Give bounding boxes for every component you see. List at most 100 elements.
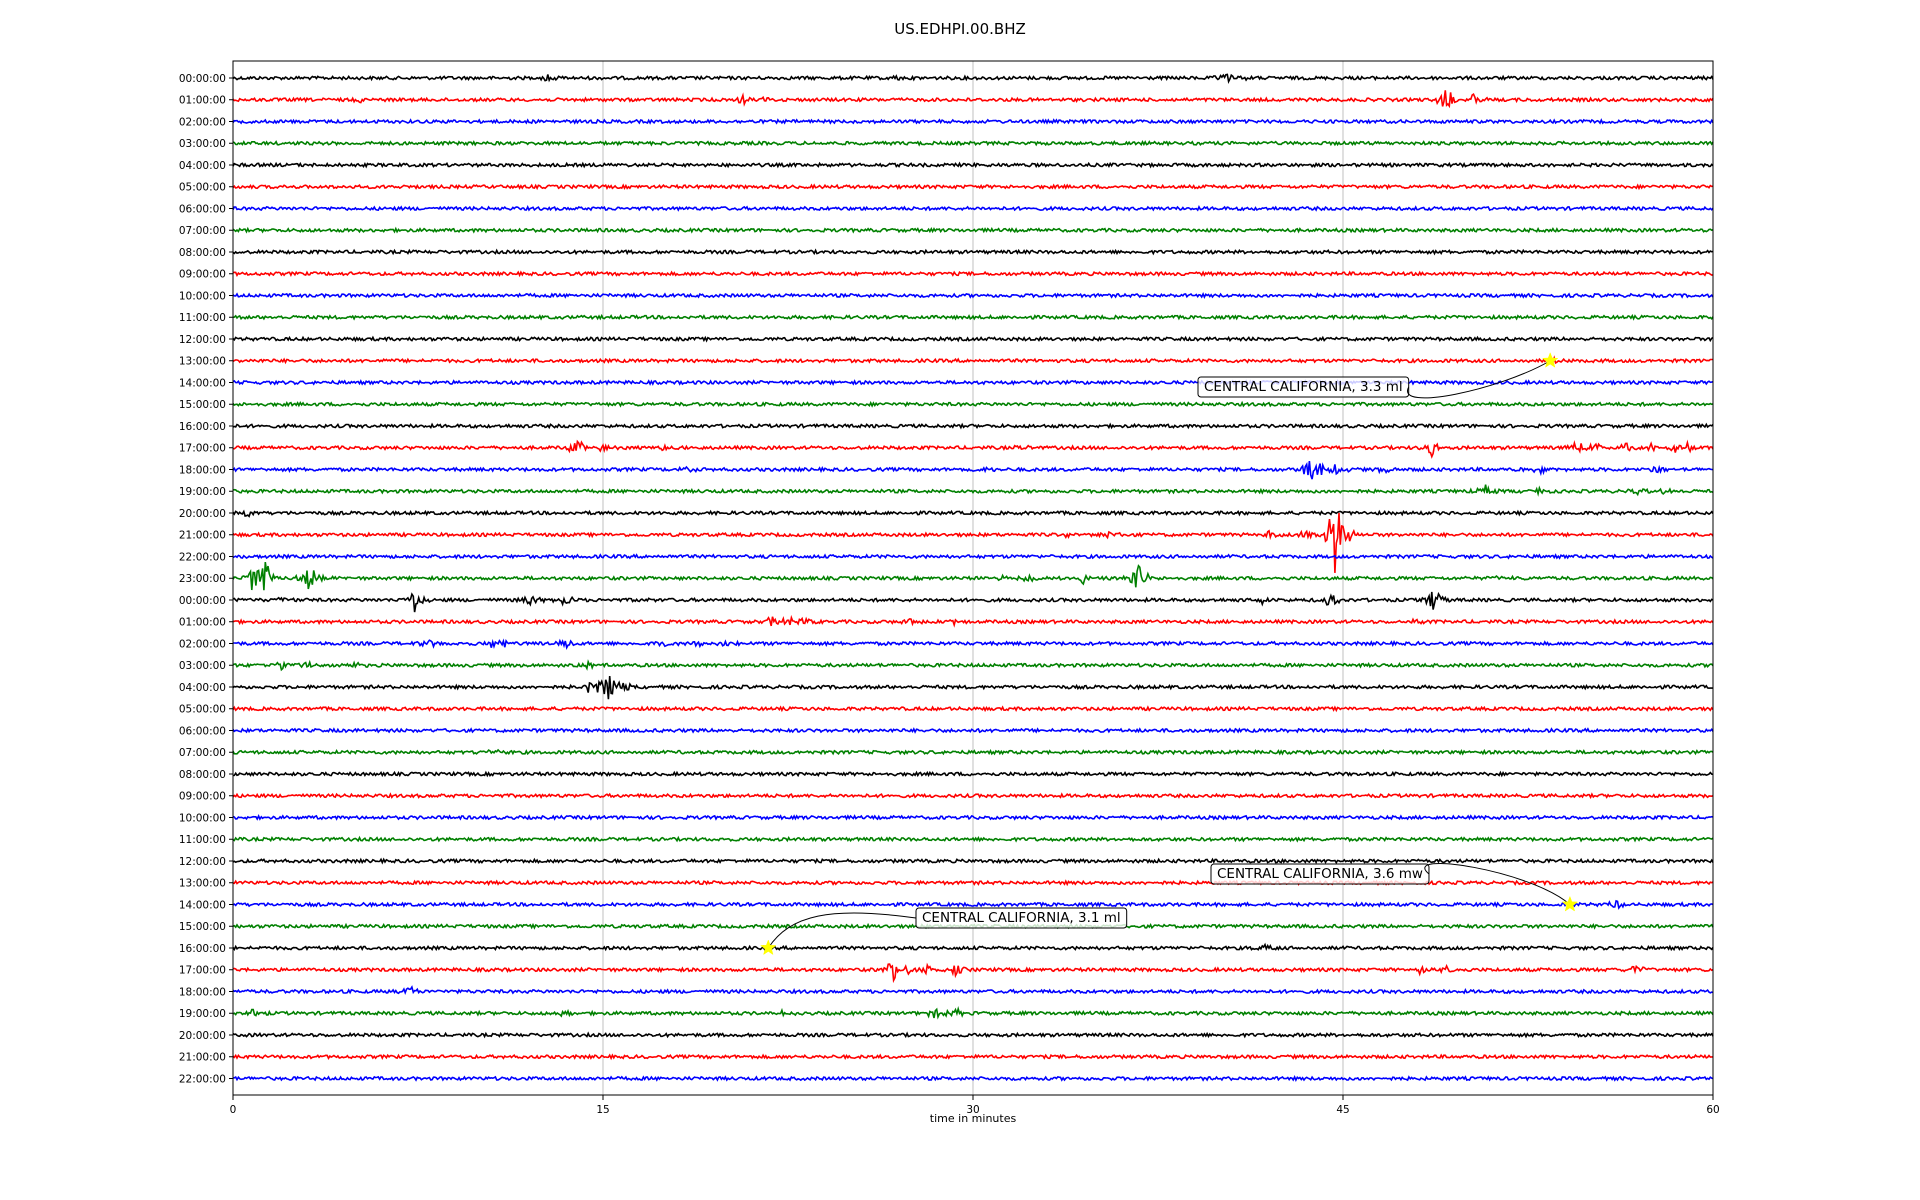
y-tick-label-43: 19:00:00 <box>179 1008 226 1020</box>
trace-row-24 <box>232 591 1714 613</box>
y-tick-label-6: 06:00:00 <box>179 203 226 215</box>
trace-row-6 <box>232 205 1714 212</box>
y-tick-label-29: 05:00:00 <box>179 704 226 716</box>
trace-row-18 <box>232 461 1714 480</box>
y-tick-label-34: 10:00:00 <box>179 812 226 824</box>
x-axis-label: time in minutes <box>929 1112 1017 1125</box>
trace-row-37 <box>232 879 1714 887</box>
y-tick-label-15: 15:00:00 <box>179 399 226 411</box>
trace-row-25 <box>232 614 1714 628</box>
y-tick-label-33: 09:00:00 <box>179 791 226 803</box>
trace-row-20 <box>232 509 1714 518</box>
trace-row-35 <box>232 835 1714 843</box>
event-annotation-label-0: CENTRAL CALIFORNIA, 3.3 ml <box>1204 379 1403 395</box>
y-tick-label-5: 05:00:00 <box>179 182 226 194</box>
y-tick-label-45: 21:00:00 <box>179 1052 226 1064</box>
y-tick-label-7: 07:00:00 <box>179 225 226 237</box>
event-annotation-label-1: CENTRAL CALIFORNIA, 3.6 mw <box>1217 866 1423 882</box>
y-tick-label-35: 11:00:00 <box>179 834 226 846</box>
y-tick-label-28: 04:00:00 <box>179 682 226 694</box>
trace-row-17 <box>232 439 1714 459</box>
event-annotation-label-2: CENTRAL CALIFORNIA, 3.1 ml <box>922 910 1121 926</box>
x-tick-label-0: 0 <box>230 1104 237 1116</box>
trace-row-33 <box>232 792 1714 800</box>
trace-row-46 <box>232 1075 1714 1083</box>
y-tick-label-27: 03:00:00 <box>179 660 226 672</box>
y-tick-label-3: 03:00:00 <box>179 138 226 150</box>
trace-row-7 <box>232 226 1714 234</box>
y-tick-label-37: 13:00:00 <box>179 878 226 890</box>
x-tick-label-3: 45 <box>1336 1104 1349 1116</box>
trace-row-27 <box>232 659 1714 672</box>
y-tick-label-41: 17:00:00 <box>179 965 226 977</box>
y-tick-label-4: 04:00:00 <box>179 160 226 172</box>
event-star-icon-2 <box>760 939 777 956</box>
chart-title: US.EDHPI.00.BHZ <box>894 20 1026 38</box>
trace-row-28 <box>232 676 1713 700</box>
y-tick-label-10: 10:00:00 <box>179 290 226 302</box>
y-tick-label-24: 00:00:00 <box>179 595 226 607</box>
y-tick-label-23: 23:00:00 <box>179 573 226 585</box>
trace-row-14 <box>232 379 1714 386</box>
trace-row-10 <box>232 292 1714 300</box>
y-tick-label-42: 18:00:00 <box>179 986 226 998</box>
trace-row-30 <box>232 727 1714 734</box>
trace-row-12 <box>232 335 1714 343</box>
y-tick-label-17: 17:00:00 <box>179 443 226 455</box>
trace-row-29 <box>232 705 1714 713</box>
y-tick-label-46: 22:00:00 <box>179 1073 226 1085</box>
x-tick-label-4: 60 <box>1706 1104 1719 1116</box>
y-tick-label-13: 13:00:00 <box>179 356 226 368</box>
trace-row-11 <box>232 313 1714 321</box>
event-star-icon-1 <box>1561 895 1579 912</box>
y-tick-label-1: 01:00:00 <box>179 95 226 107</box>
trace-row-8 <box>232 248 1714 256</box>
trace-row-23 <box>232 561 1714 591</box>
trace-row-38 <box>232 899 1714 910</box>
event-star-icon-0 <box>1541 352 1559 368</box>
trace-row-31 <box>232 748 1714 756</box>
y-tick-label-19: 19:00:00 <box>179 486 226 498</box>
trace-row-4 <box>232 161 1714 169</box>
y-tick-label-11: 11:00:00 <box>179 312 226 324</box>
trace-row-26 <box>233 638 1714 651</box>
trace-row-13 <box>232 355 1713 365</box>
trace-row-15 <box>232 400 1714 408</box>
x-tick-label-1: 15 <box>596 1104 609 1116</box>
trace-row-40 <box>232 942 1714 952</box>
y-tick-label-44: 20:00:00 <box>179 1030 226 1042</box>
x-tick-label-2: 30 <box>966 1104 979 1116</box>
event-annotation-0: CENTRAL CALIFORNIA, 3.3 ml <box>1197 352 1559 399</box>
event-annotation-arrow-0 <box>1407 360 1551 399</box>
y-tick-label-0: 00:00:00 <box>179 73 226 85</box>
y-tick-label-40: 16:00:00 <box>179 943 226 955</box>
y-tick-label-21: 21:00:00 <box>179 530 226 542</box>
y-tick-label-31: 07:00:00 <box>179 747 226 759</box>
y-tick-label-18: 18:00:00 <box>179 464 226 476</box>
trace-row-41 <box>232 962 1714 984</box>
y-tick-label-26: 02:00:00 <box>179 638 226 650</box>
trace-row-1 <box>232 90 1714 109</box>
trace-row-3 <box>232 139 1714 147</box>
y-tick-label-9: 09:00:00 <box>179 269 226 281</box>
trace-row-5 <box>232 183 1714 191</box>
trace-row-43 <box>232 1005 1714 1020</box>
trace-row-21 <box>232 512 1714 573</box>
trace-row-42 <box>232 985 1714 995</box>
trace-row-19 <box>232 484 1714 497</box>
trace-row-0 <box>232 73 1714 84</box>
trace-row-45 <box>232 1053 1713 1061</box>
trace-row-44 <box>232 1031 1714 1039</box>
y-tick-label-12: 12:00:00 <box>179 334 226 346</box>
event-annotation-arrow-1 <box>1424 863 1571 905</box>
y-tick-label-39: 15:00:00 <box>179 921 226 933</box>
y-tick-label-38: 14:00:00 <box>179 899 226 911</box>
y-tick-label-16: 16:00:00 <box>179 421 226 433</box>
y-tick-label-2: 02:00:00 <box>179 116 226 128</box>
y-tick-label-36: 12:00:00 <box>179 856 226 868</box>
y-tick-label-30: 06:00:00 <box>179 725 226 737</box>
y-tick-label-22: 22:00:00 <box>179 551 226 563</box>
y-tick-label-14: 14:00:00 <box>179 377 226 389</box>
event-annotation-1: CENTRAL CALIFORNIA, 3.6 mw <box>1210 863 1579 912</box>
